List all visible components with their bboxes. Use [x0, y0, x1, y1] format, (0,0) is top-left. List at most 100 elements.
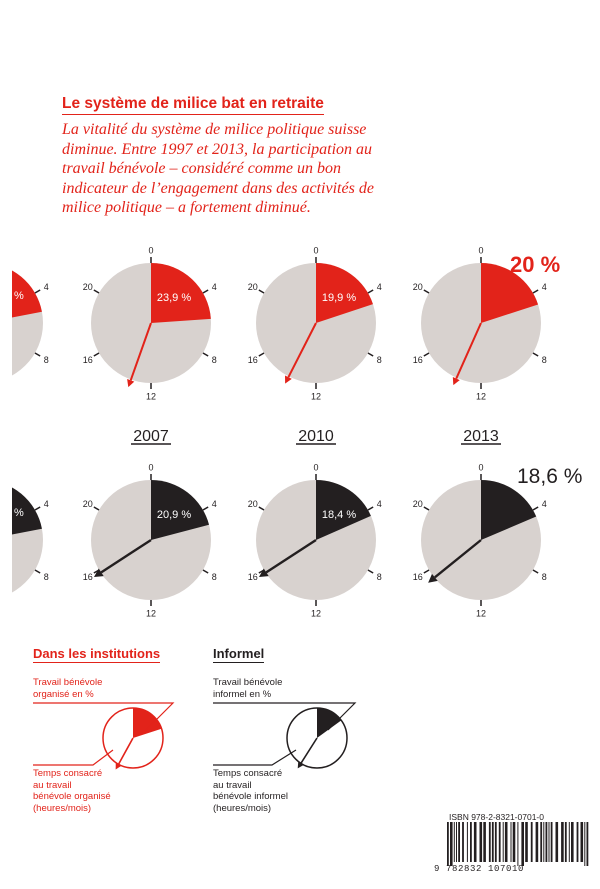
clock-0-1-tick-4 — [202, 289, 209, 294]
clock-0-3-tick-label-4: 4 — [542, 282, 547, 292]
clock-0-2-tick-label-4: 4 — [377, 282, 382, 292]
clock-1-0-tick-label-4: 4 — [44, 499, 49, 509]
clock-1-2-tick-label-20: 20 — [248, 499, 258, 509]
clock-1-2-tick-label-4: 4 — [377, 499, 382, 509]
legend-institutions-clock-hand-head — [115, 763, 122, 770]
clock-1-3-hours-hand-shaft — [434, 539, 482, 579]
clock-1-2-tick-label-12: 12 — [311, 609, 321, 619]
clock-0-1-tick-label-8: 8 — [212, 355, 217, 365]
clock-1-2-tick-8 — [367, 569, 374, 574]
barcode-digits: 9 782832 107010 — [434, 864, 525, 874]
clock-0-2-percent-sector — [316, 263, 373, 323]
legend-institutions-percent-label: Travail bénévole organisé en % — [33, 677, 103, 700]
legend-institutions-leader-top — [33, 702, 175, 731]
clock-0-2-tick-8 — [367, 352, 374, 357]
clock-1-2-tick-label-0: 0 — [313, 463, 318, 473]
clock-1-3-tick-16 — [423, 569, 430, 574]
clock-1-3-tick-20 — [423, 506, 430, 511]
clock-0-3-tick-label-8: 8 — [542, 355, 547, 365]
year-label-2013: 2013 — [463, 428, 499, 445]
clock-1-1-hours-hand-shaft — [100, 538, 152, 574]
clock-0-1-tick-8 — [202, 352, 209, 357]
clock-0-3-hours-hand-shaft — [455, 322, 482, 379]
clock-1-3-tick-8 — [532, 569, 539, 574]
clock-1-2-hours-hand-shaft — [265, 538, 317, 574]
clock-0-1-tick-label-16: 16 — [83, 355, 93, 365]
clock-1-3-percent-sector — [481, 480, 537, 540]
clock-0-0-tick-8 — [34, 352, 41, 357]
clock-1-1-tick-8 — [202, 569, 209, 574]
clock-0-0-percent-label: % — [14, 290, 24, 302]
clock-0-3-tick-label-12: 12 — [476, 392, 486, 402]
clock-0-3-hours-hand-head — [452, 376, 460, 386]
clock-1-0-tick-8 — [34, 569, 41, 574]
year-label-2010: 2010 — [298, 428, 334, 445]
clock-0-2-tick-16 — [258, 352, 265, 357]
clock-1-2-percent-sector — [316, 480, 371, 540]
clock-1-1-percent-sector — [151, 480, 210, 540]
legend-institutions-hours-label: Temps consacré au travail bénévole organ… — [33, 768, 111, 814]
legend-institutions-clock-sector — [133, 708, 162, 738]
clock-1-3-tick-label-16: 16 — [413, 572, 423, 582]
clock-1-1-tick-20 — [93, 506, 100, 511]
clock-1-0-percent-label: % — [14, 507, 24, 519]
clock-0-1-tick-16 — [93, 352, 100, 357]
clock-1-1-tick-label-0: 0 — [148, 463, 153, 473]
clock-0-3-tick-4 — [532, 289, 539, 294]
clock-0-2-tick-label-0: 0 — [313, 246, 318, 256]
clock-0-2-hours-hand-shaft — [287, 322, 317, 378]
clock-1-2-tick-4 — [367, 506, 374, 511]
clock-0-3-tick-20 — [423, 289, 430, 294]
legend-informal-clock-sector — [317, 708, 342, 738]
clock-institutions-3: 0 4 8 12 16 20 20 % — [413, 246, 560, 402]
clock-1-1-tick-label-16: 16 — [83, 572, 93, 582]
clock-0-1-tick-20 — [93, 289, 100, 294]
clock-1-1-tick-label-8: 8 — [212, 572, 217, 582]
clock-1-3-tick-label-4: 4 — [542, 499, 547, 509]
clock-0-0-tick-label-8: 8 — [44, 355, 49, 365]
clock-1-2-tick-20 — [258, 506, 265, 511]
legend-informal-clock-hand-head — [297, 761, 304, 769]
clock-1-0-percent-sector — [12, 487, 42, 535]
clock-1-1-hours-hand-head — [93, 568, 104, 578]
clock-0-3-tick-16 — [423, 352, 430, 357]
clock-1-1-tick-label-4: 4 — [212, 499, 217, 509]
clock-1-1-tick-label-20: 20 — [83, 499, 93, 509]
clock-0-0-percent-sector — [12, 270, 42, 318]
clock-0-3-percent-sector — [481, 263, 539, 323]
legend-informal-clock-hand-shaft — [300, 737, 318, 764]
clock-1-2-tick-label-8: 8 — [377, 572, 382, 582]
clock-1-3-percent-label: 18,6 % — [517, 465, 582, 488]
clock-0-1-tick-label-20: 20 — [83, 282, 93, 292]
clock-1-2-hours-hand-head — [258, 568, 269, 578]
clock-1-0-tick-label-8: 8 — [44, 572, 49, 582]
clock-1-3-hours-hand-head — [428, 573, 438, 583]
clock-0-1-percent-label: 23,9 % — [157, 292, 191, 304]
clock-institutions-1: 0 4 8 12 16 20 23,9 % — [83, 246, 217, 402]
isbn-text: ISBN 978-2-8321-0701-0 — [449, 812, 544, 822]
clock-informal-3: 0 4 8 12 16 20 18,6 % — [413, 463, 583, 619]
page-title: Le système de milice bat en retraite — [62, 95, 324, 115]
clock-1-1-tick-4 — [202, 506, 209, 511]
year-label-2007: 2007 — [133, 428, 169, 445]
clock-1-1-tick-label-12: 12 — [146, 609, 156, 619]
clock-0-1-hours-hand-head — [127, 379, 135, 388]
clock-0-0-tick-4 — [34, 289, 41, 294]
clock-1-2-percent-label: 18,4 % — [322, 509, 356, 521]
legend-informal-leader-top — [213, 702, 357, 731]
clock-0-3-percent-label: 20 % — [510, 252, 560, 277]
legend-informal-title: Informel — [213, 646, 265, 663]
clock-0-2-tick-4 — [367, 289, 374, 294]
clock-1-1-percent-label: 20,9 % — [157, 509, 191, 521]
clock-0-2-tick-label-16: 16 — [248, 355, 258, 365]
legend-institutions-title: Dans les institutions — [33, 646, 161, 663]
clock-1-3-tick-label-8: 8 — [542, 572, 547, 582]
clock-0-2-tick-label-20: 20 — [248, 282, 258, 292]
clock-1-3-tick-label-20: 20 — [413, 499, 423, 509]
clock-1-3-tick-label-0: 0 — [478, 463, 483, 473]
clock-0-2-tick-20 — [258, 289, 265, 294]
clock-0-1-tick-label-4: 4 — [212, 282, 217, 292]
